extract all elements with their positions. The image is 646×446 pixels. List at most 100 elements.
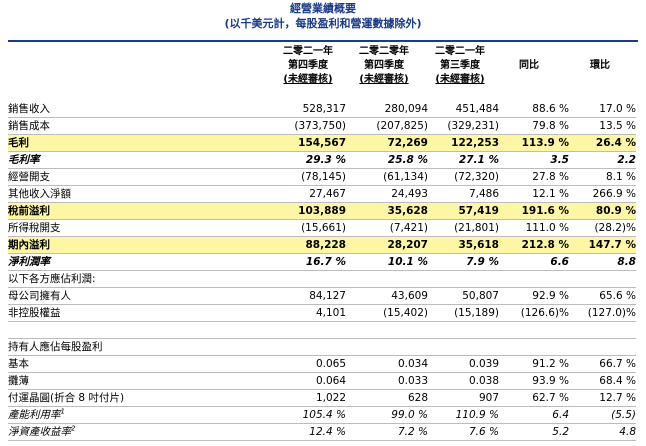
table-cell: 4,101 — [257, 304, 346, 322]
header-rule — [8, 40, 638, 42]
table-cell — [257, 321, 346, 339]
table-cell: 7,486 — [428, 185, 499, 203]
table-cell: 92.9 % — [499, 287, 569, 305]
table-cell: 0.034 — [346, 355, 428, 373]
table-cell: 79.8 % — [499, 117, 569, 135]
table-cell: 27.1 % — [428, 151, 499, 169]
table-cell: 24,493 — [346, 185, 428, 203]
table-cell — [428, 321, 499, 339]
table-cell: 451,484 — [428, 101, 499, 118]
col-header-line: (未經審核) — [359, 74, 409, 85]
table-cell: 154,567 — [257, 134, 346, 152]
table-cell: 26.4 % — [569, 134, 636, 152]
table-cell: 65.6 % — [569, 287, 636, 305]
table-cell: 147.7 % — [569, 236, 636, 254]
table-row: 經營開支 (78,145) (61,134) (72,320) 27.8 % 8… — [8, 168, 636, 186]
table-row: 持有人應佔每股盈利 — [8, 338, 636, 356]
table-cell: 0.065 — [257, 355, 346, 373]
row-label: 以下各方應佔利潤: — [8, 270, 257, 288]
table-cell: 8.8 — [569, 253, 636, 271]
table-cell: 10.1 % — [346, 253, 428, 271]
row-label: 產能利用率1 — [8, 406, 257, 424]
table-cell — [499, 338, 569, 356]
table-cell: 212.8 % — [499, 236, 569, 254]
table-cell: 7.2 % — [346, 423, 428, 441]
table-cell: 16.7 % — [257, 253, 346, 271]
table-cell: 12.1 % — [499, 185, 569, 203]
table-cell: (72,320) — [428, 168, 499, 186]
table-cell: 80.9 % — [569, 202, 636, 220]
table-row: 毛利率 29.3 % 25.8 % 27.1 % 3.5 2.2 — [8, 151, 636, 169]
table-row: 毛利 154,567 72,269 122,253 113.9 % 26.4 % — [8, 134, 636, 152]
row-label-text: 產能利用率 — [8, 408, 61, 421]
table-cell: 66.7 % — [569, 355, 636, 373]
report-subtitle: (以千美元計，每股盈利和營運數據除外) — [224, 17, 422, 30]
row-label: 非控股權益 — [8, 304, 257, 322]
table-cell: 191.6 % — [499, 202, 569, 220]
row-label: 經營開支 — [8, 168, 257, 186]
table-cell: 72,269 — [346, 134, 428, 152]
row-label: 基本 — [8, 355, 257, 373]
col-header-line: 二零二零年 — [359, 46, 409, 57]
table-cell — [346, 338, 428, 356]
table-cell: 68.4 % — [569, 372, 636, 390]
table-cell: 62.7 % — [499, 389, 569, 407]
row-label: 所得稅開支 — [8, 219, 257, 237]
col-header-qoq: 環比 — [580, 59, 620, 73]
row-label: 期內溢利 — [8, 236, 257, 254]
row-label — [8, 321, 257, 339]
row-label: 淨資產收益率2 — [8, 423, 257, 441]
row-label: 母公司擁有人 — [8, 287, 257, 305]
col-header-q3-2021: 二零二一年 第三季度 (未經審核) — [420, 45, 500, 87]
table-cell: 0.038 — [428, 372, 499, 390]
col-header-line: 二零二一年 — [283, 46, 333, 57]
row-label: 毛利率 — [8, 151, 257, 169]
table-cell: (329,231) — [428, 117, 499, 135]
table-cell: 35,628 — [346, 202, 428, 220]
row-label: 持有人應佔每股盈利 — [8, 338, 257, 356]
table-cell: (61,134) — [346, 168, 428, 186]
table-cell: 5.2 — [499, 423, 569, 441]
table-cell: 8.1 % — [569, 168, 636, 186]
table-cell: 6.4 — [499, 406, 569, 424]
table-row — [8, 321, 636, 339]
col-header-line: 第四季度 — [364, 60, 404, 71]
table-cell — [257, 338, 346, 356]
col-header-yoy: 同比 — [509, 59, 549, 73]
table-cell: (15,189) — [428, 304, 499, 322]
table-row: 非控股權益 4,101 (15,402) (15,189) (126.6)% (… — [8, 304, 636, 322]
table-cell: 266.9 % — [569, 185, 636, 203]
table-cell: 3.5 — [499, 151, 569, 169]
table-cell: 28,207 — [346, 236, 428, 254]
table-row: 攤薄 0.064 0.033 0.038 93.9 % 68.4 % — [8, 372, 636, 390]
table-cell: (78,145) — [257, 168, 346, 186]
row-label: 付運晶圓(折合 8 吋付片) — [8, 389, 257, 407]
table-row: 期內溢利 88,228 28,207 35,618 212.8 % 147.7 … — [8, 236, 636, 254]
table-cell: 88.6 % — [499, 101, 569, 118]
table-cell: 25.8 % — [346, 151, 428, 169]
table-cell: 13.5 % — [569, 117, 636, 135]
table-cell: (28.2)% — [569, 219, 636, 237]
table-cell: 2.2 — [569, 151, 636, 169]
table-row: 其他收入淨額 27,467 24,493 7,486 12.1 % 266.9 … — [8, 185, 636, 203]
table-cell — [569, 321, 636, 339]
table-cell: 93.9 % — [499, 372, 569, 390]
row-label: 毛利 — [8, 134, 257, 152]
col-header-line: (未經審核) — [435, 74, 485, 85]
report-title: 經營業績概要 — [290, 2, 356, 15]
col-header-line: (未經審核) — [283, 74, 333, 85]
results-table: 銷售收入 528,317 280,094 451,484 88.6 % 17.0… — [8, 101, 636, 441]
table-cell: 103,889 — [257, 202, 346, 220]
col-header-q4-2021: 二零二一年 第四季度 (未經審核) — [268, 45, 348, 87]
table-cell: 0.064 — [257, 372, 346, 390]
table-row: 稅前溢利 103,889 35,628 57,419 191.6 % 80.9 … — [8, 202, 636, 220]
row-label: 其他收入淨額 — [8, 185, 257, 203]
table-cell: 628 — [346, 389, 428, 407]
table-cell: 84,127 — [257, 287, 346, 305]
row-label: 淨利潤率 — [8, 253, 257, 271]
table-cell — [428, 338, 499, 356]
table-cell: 0.039 — [428, 355, 499, 373]
table-cell: 7.6 % — [428, 423, 499, 441]
table-row: 基本 0.065 0.034 0.039 91.2 % 66.7 % — [8, 355, 636, 373]
table-cell: 91.2 % — [499, 355, 569, 373]
